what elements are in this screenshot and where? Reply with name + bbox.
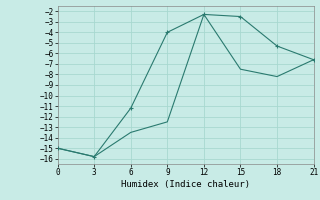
X-axis label: Humidex (Indice chaleur): Humidex (Indice chaleur): [121, 180, 250, 189]
